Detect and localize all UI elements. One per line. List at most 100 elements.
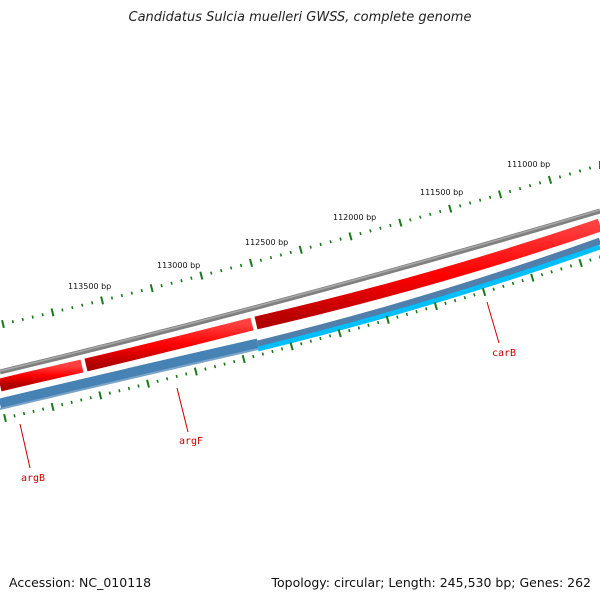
outer-scale-minor-tick [488, 195, 492, 199]
accession-text: Accession: NC_010118 [9, 575, 152, 590]
inner-scale-minor-tick [521, 278, 524, 283]
outer-scale-major-tick [1, 319, 5, 329]
inner-scale-minor-tick [502, 284, 505, 289]
inner-scale-minor-tick [569, 264, 573, 268]
argB-leader-line [19, 423, 31, 469]
outer-scale-major-tick [348, 232, 353, 241]
reverse-gene-carB-block [257, 237, 600, 348]
inner-scale-minor-tick [560, 267, 563, 271]
scale-label-113000: 113000 bp [157, 261, 200, 270]
inner-scale-minor-tick [252, 354, 255, 359]
genome-stats-text: Topology: circular; Length: 245,530 bp; … [271, 575, 592, 590]
outer-scale-major-tick [50, 308, 55, 317]
inner-scale-major-tick [98, 391, 103, 400]
inner-scale-minor-tick [280, 347, 284, 351]
inner-scale-minor-tick [13, 414, 16, 418]
inner-scale-major-tick [241, 354, 246, 364]
outer-scale-minor-tick [508, 189, 512, 194]
outer-scale-minor-tick [409, 218, 412, 222]
inner-scale-minor-tick [204, 367, 207, 371]
outer-scale-minor-tick [369, 229, 372, 233]
inner-scale-minor-tick [357, 326, 361, 330]
outer-scale-minor-tick [309, 245, 312, 249]
outer-scale-minor-tick [11, 320, 15, 324]
outer-scale-major-tick [448, 204, 453, 213]
inner-scale-minor-tick [444, 301, 447, 305]
inner-scale-minor-tick [463, 296, 466, 300]
inner-scale-minor-tick [89, 396, 92, 400]
outer-scale-major-tick [298, 245, 303, 254]
inner-scale-minor-tick [300, 342, 303, 346]
gene-label-carB[interactable]: carB [492, 348, 516, 359]
inner-scale-minor-tick [511, 281, 515, 286]
inner-scale-minor-tick [118, 389, 121, 393]
genome-backbone [0, 208, 600, 375]
inner-scale-minor-tick [309, 339, 313, 343]
outer-scale-minor-tick [210, 271, 213, 275]
outer-scale-minor-tick [578, 169, 582, 173]
outer-scale-minor-tick [289, 250, 292, 255]
outer-scale-major-tick [100, 296, 105, 305]
inner-scale-minor-tick [166, 377, 169, 381]
outer-scale-minor-tick [468, 201, 472, 205]
reverse-gene-argF-block [0, 338, 260, 410]
inner-scale-major-tick [289, 342, 294, 351]
scale-label-111500: 111500 bp [420, 188, 463, 197]
inner-scale-major-tick [3, 413, 7, 423]
inner-scale-minor-tick [137, 384, 140, 388]
outer-scale-minor-tick [180, 279, 183, 283]
outer-scale-major-tick [249, 258, 253, 267]
inner-scale-minor-tick [319, 336, 322, 341]
map-title: Candidatus Sulcia muelleri GWSS, complet… [128, 10, 472, 25]
forward-gene-segment-middle [84, 317, 254, 372]
gene-label-argB[interactable]: argB [21, 473, 45, 484]
outer-scale-minor-tick [229, 266, 233, 270]
outer-scale-minor-tick [359, 231, 362, 236]
outer-scale-minor-tick [419, 215, 422, 219]
outer-scale-major-tick [398, 218, 403, 227]
outer-scale-minor-tick [81, 303, 84, 307]
outer-scale-minor-tick [71, 305, 74, 310]
inner-scale-minor-tick [453, 298, 457, 303]
outer-scale-minor-tick [568, 172, 572, 176]
inner-scale-minor-tick [213, 364, 217, 369]
inner-scale-minor-tick [22, 411, 26, 416]
inner-scale-major-tick [530, 273, 535, 282]
argF-leader-line [176, 387, 189, 433]
outer-scale-minor-tick [588, 166, 592, 170]
outer-scale-minor-tick [279, 253, 283, 257]
inner-scale-minor-tick [415, 309, 418, 314]
inner-scale-major-tick [385, 315, 390, 324]
outer-scale-minor-tick [439, 209, 442, 214]
outer-scale-minor-tick [140, 289, 143, 293]
outer-scale-minor-tick [160, 284, 163, 288]
scale-label-112000: 112000 bp [333, 213, 376, 222]
outer-scale-minor-tick [269, 255, 273, 260]
inner-scale-minor-tick [41, 407, 45, 411]
outer-scale-minor-tick [429, 212, 432, 216]
outer-scale-minor-tick [558, 175, 562, 179]
outer-scale-minor-tick [130, 291, 133, 295]
outer-scale-minor-tick [389, 223, 392, 228]
outer-scale-minor-tick [329, 240, 332, 244]
carB-leader-line [486, 301, 500, 344]
outer-scale-major-tick [498, 190, 503, 199]
outer-scale-minor-tick [41, 313, 44, 317]
outer-scale-minor-tick [518, 186, 522, 191]
outer-scale-minor-tick [91, 301, 94, 305]
inner-scale-minor-tick [328, 334, 332, 338]
outer-scale-minor-tick [319, 242, 322, 247]
inner-scale-minor-tick [348, 328, 351, 333]
gene-label-argF[interactable]: argF [179, 436, 203, 447]
outer-scale-minor-tick [379, 226, 382, 230]
inner-scale-minor-tick [175, 374, 178, 379]
inner-scale-minor-tick [550, 270, 553, 274]
inner-scale-minor-tick [261, 352, 265, 356]
forward-gene-segment-right [254, 218, 600, 330]
outer-scale-minor-tick [170, 281, 173, 285]
outer-scale-minor-tick [259, 258, 263, 262]
outer-scale-minor-tick [120, 293, 124, 298]
forward-gene-segment-left [0, 359, 84, 392]
